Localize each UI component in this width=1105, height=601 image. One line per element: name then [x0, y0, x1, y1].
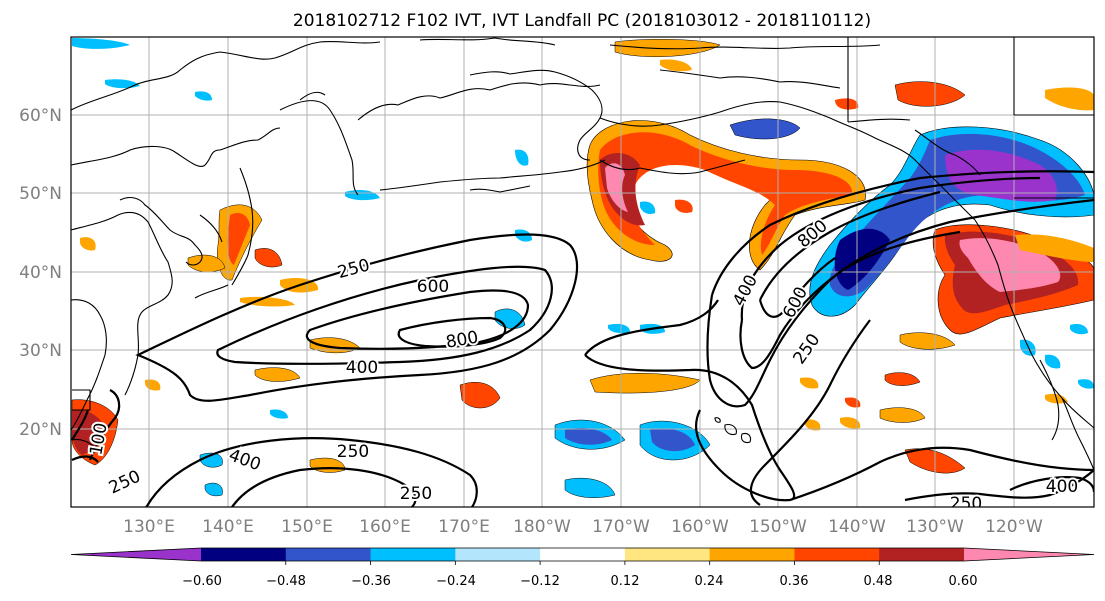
colorbar-extend-high: [964, 548, 1094, 561]
lon-label: 150°E: [281, 517, 333, 537]
colorbar-swatch: [540, 548, 626, 561]
ivt-contours: [71, 170, 1094, 507]
lon-label: 180°W: [513, 517, 571, 537]
lat-label: 20°N: [19, 420, 62, 440]
lat-label: 30°N: [19, 341, 62, 361]
contour-label: 400: [346, 358, 378, 378]
colorbar-swatch: [285, 548, 372, 561]
lon-label: 130°W: [906, 517, 964, 537]
colorbar-swatches: [70, 547, 1095, 562]
contour-label: 250: [337, 442, 369, 462]
contour-label: 250: [950, 494, 982, 514]
map-area: 250 600 400 800 400 600 800 250 400 250 …: [71, 37, 1094, 514]
colorbar-tick-label: 0.12: [611, 574, 640, 589]
lon-label: 160°W: [671, 517, 729, 537]
lon-label: 160°E: [359, 517, 411, 537]
map-frame: [70, 36, 1095, 508]
colorbar-tick-label: −0.36: [351, 574, 391, 589]
colorbar-tick-label: 0.36: [780, 574, 809, 589]
lat-label: 40°N: [19, 263, 62, 283]
lon-label: 140°W: [828, 517, 886, 537]
lon-label: 120°W: [985, 517, 1043, 537]
lat-label: 50°N: [19, 184, 62, 204]
colorbar-tick-label: −0.48: [266, 574, 306, 589]
colorbar-swatch: [709, 548, 795, 561]
colorbar-swatch: [201, 548, 287, 561]
lat-labels: 60°N 50°N 40°N 30°N 20°N: [19, 106, 62, 440]
lon-label: 150°W: [749, 517, 807, 537]
lat-label: 60°N: [19, 106, 62, 126]
colorbar-tick-label: 0.24: [695, 574, 724, 589]
colorbar-swatch: [879, 548, 965, 561]
colorbar-tick-label: 0.60: [949, 574, 978, 589]
colorbar: −0.60 −0.48 −0.36 −0.24 −0.12 0.12 0.24 …: [70, 547, 1095, 589]
lon-labels: 130°E 140°E 150°E 160°E 170°E 180°W 170°…: [123, 517, 1043, 537]
colorbar-swatch: [794, 548, 880, 561]
lon-label: 170°W: [592, 517, 650, 537]
colorbar-tick-label: 0.48: [864, 574, 893, 589]
colorbar-tick-label: −0.60: [182, 574, 222, 589]
colorbar-tick-label: −0.24: [436, 574, 476, 589]
colorbar-ticks: [285, 561, 880, 565]
lon-label: 140°E: [202, 517, 254, 537]
contour-label: 250: [400, 484, 432, 504]
colorbar-extend-low: [71, 548, 201, 561]
pc-shading: [71, 38, 1094, 498]
lon-label: 170°E: [438, 517, 490, 537]
colorbar-swatch: [370, 548, 456, 561]
colorbar-tick-label: −0.12: [520, 574, 560, 589]
colorbar-swatch: [455, 548, 541, 561]
contour-label: 600: [417, 277, 449, 297]
map-title: 2018102712 F102 IVT, IVT Landfall PC (20…: [293, 11, 871, 31]
contour-label: 400: [1046, 477, 1078, 497]
colorbar-outline: [70, 547, 1095, 562]
coastlines: [71, 37, 1094, 471]
lon-label: 130°E: [123, 517, 175, 537]
colorbar-swatch: [624, 548, 711, 561]
colorbar-tick-labels: −0.60 −0.48 −0.36 −0.24 −0.12 0.12 0.24 …: [182, 574, 977, 589]
